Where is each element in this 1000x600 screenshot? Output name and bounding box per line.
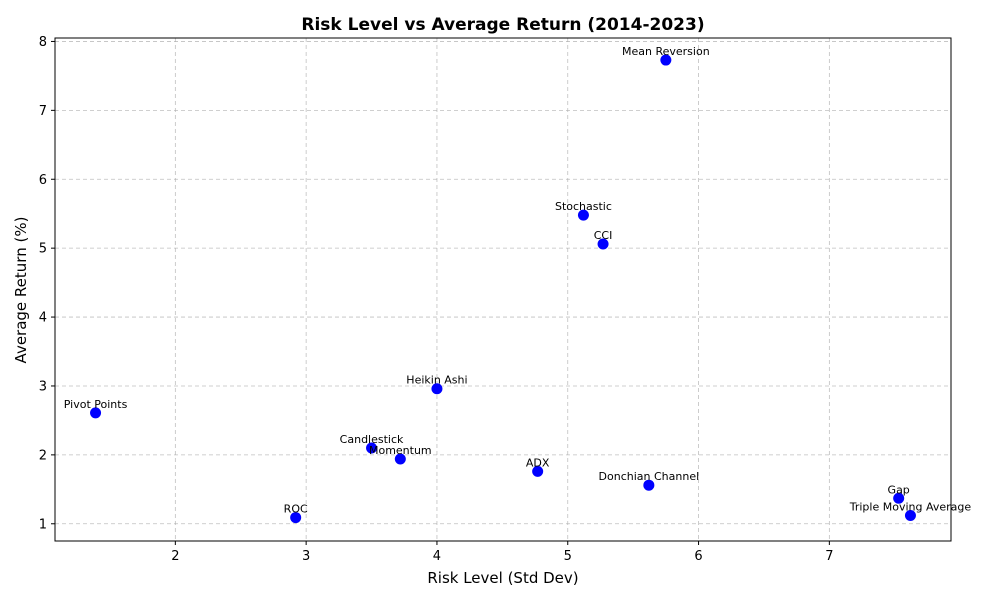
point-label: Mean Reversion <box>622 45 710 58</box>
data-point <box>597 238 609 250</box>
y-tick-label: 3 <box>39 379 47 394</box>
label-layer: Mean Reversion Stochastic CCI Heikin Ashi Pi… <box>64 45 972 516</box>
x-tick-label: 7 <box>825 549 833 564</box>
data-point <box>90 407 102 419</box>
x-tick-label: 4 <box>433 549 441 564</box>
grid-layer <box>55 38 951 541</box>
x-axis-label: Risk Level (Std Dev) <box>427 569 578 587</box>
data-point <box>290 512 302 524</box>
y-tick-label: 7 <box>39 104 47 119</box>
data-point <box>643 479 655 491</box>
point-label: Pivot Points <box>64 398 128 411</box>
y-tick-label: 2 <box>39 448 47 463</box>
point-label: ADX <box>526 456 550 469</box>
y-tick-label: 8 <box>39 35 47 50</box>
x-tick-label: 2 <box>171 549 179 564</box>
tick-layer: 2 3 4 5 6 7 1 2 3 4 5 6 7 8 <box>39 35 834 564</box>
x-tick-label: 3 <box>302 549 310 564</box>
data-point <box>577 209 589 221</box>
y-axis-label: Average Return (%) <box>12 217 30 364</box>
y-tick-label: 4 <box>39 311 47 326</box>
y-tick-label: 5 <box>39 242 47 257</box>
plot-frame <box>54 37 952 542</box>
point-label: CCI <box>594 229 613 242</box>
y-tick-label: 1 <box>39 517 47 532</box>
data-point <box>660 54 672 66</box>
data-point <box>394 453 406 465</box>
point-label: Gap <box>888 483 910 496</box>
data-point <box>893 492 905 504</box>
data-point <box>366 442 378 454</box>
point-label: Heikin Ashi <box>406 374 467 387</box>
data-point <box>532 465 544 477</box>
data-point <box>431 383 443 395</box>
chart-title: Risk Level vs Average Return (2014-2023) <box>301 15 704 35</box>
point-label: Triple Moving Average <box>849 501 972 514</box>
x-tick-label: 6 <box>694 549 702 564</box>
point-label: Candlestick <box>340 433 404 446</box>
x-tick-label: 5 <box>564 549 572 564</box>
point-layer <box>90 54 916 524</box>
point-label: Donchian Channel <box>599 470 700 483</box>
y-tick-label: 6 <box>39 173 47 188</box>
point-label: Stochastic <box>555 200 612 213</box>
point-label: ROC <box>284 503 308 516</box>
data-point <box>904 510 916 522</box>
point-label: Momentum <box>369 444 432 457</box>
